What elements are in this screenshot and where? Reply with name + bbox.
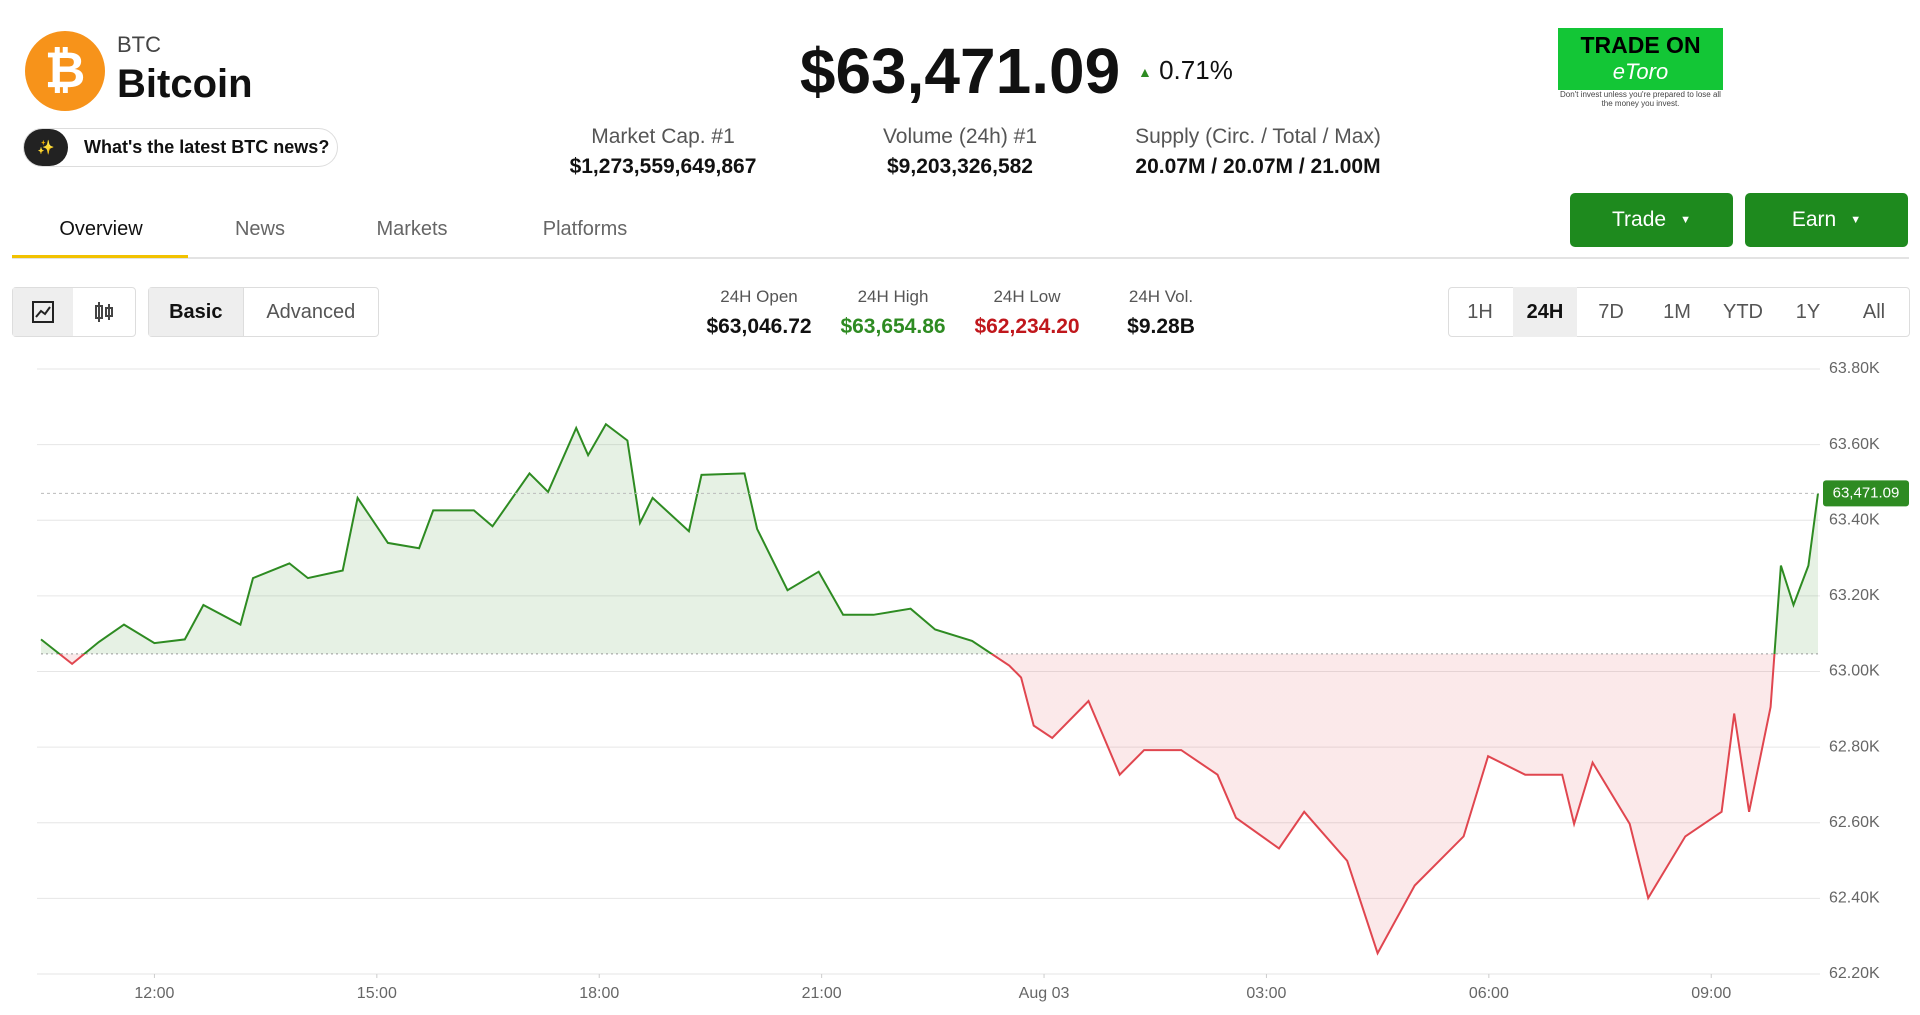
- mode[interactable]: Basic: [149, 288, 244, 336]
- stat-label: Volume (24h) #1: [882, 125, 1038, 148]
- tab-underline: [12, 255, 188, 258]
- change: ▲ 0.71%: [1138, 55, 1233, 85]
- y-tick-label: 63.20K: [1829, 587, 1880, 604]
- ad-brand: eToro: [1612, 59, 1669, 84]
- ohlc-label: 24H Open: [720, 287, 798, 306]
- ohlc-value: $63,654.86: [840, 315, 946, 338]
- news-prompt-text: What's the latest BTC news?: [84, 137, 330, 157]
- range[interactable]: 1H: [1467, 301, 1493, 323]
- y-tick-label: 62.40K: [1829, 890, 1880, 907]
- line-icon[interactable]: [13, 288, 73, 336]
- ohlc-value: $62,234.20: [974, 315, 1080, 338]
- mode-toggle: Basic Advanced: [148, 287, 379, 337]
- change-value: 0.71%: [1159, 55, 1233, 85]
- ad-title: TRADE ON: [1580, 32, 1701, 58]
- last-price-label: 63,471.09: [1833, 484, 1900, 501]
- caret: ▼: [1680, 214, 1691, 226]
- tab[interactable]: Overview: [59, 218, 143, 240]
- y-tick-label: 62.60K: [1829, 814, 1880, 831]
- ad[interactable]: TRADE ON eToro Don't invest unless you're …: [1558, 28, 1723, 108]
- range[interactable]: All: [1862, 301, 1886, 323]
- x-tick-label: 12:00: [134, 985, 174, 1002]
- stat-value: 20.07M / 20.07M / 21.00M: [1135, 155, 1381, 178]
- btc-logo: ₿: [25, 31, 105, 111]
- y-tick-label: 62.20K: [1829, 965, 1880, 982]
- range[interactable]: 24H: [1513, 287, 1577, 337]
- tab[interactable]: Markets: [376, 218, 448, 240]
- price-line: [40, 422, 1819, 956]
- ohlc-value: $63,046.72: [706, 315, 812, 338]
- y-tick-label: 63.00K: [1829, 663, 1880, 680]
- symbol: BTC: [117, 32, 161, 57]
- range-box: [1448, 287, 1910, 337]
- button-label: Trade: [1612, 208, 1667, 231]
- news-prompt[interactable]: ✨ What's the latest BTC news?: [23, 128, 338, 167]
- price: $63,471.09: [799, 35, 1121, 107]
- range[interactable]: 1Y: [1795, 301, 1821, 323]
- ohlc-value: $9.28B: [1127, 315, 1195, 338]
- stat-value: $9,203,326,582: [887, 155, 1033, 178]
- x-tick-label: 15:00: [357, 985, 397, 1002]
- y-tick-label: 63.60K: [1829, 436, 1880, 453]
- y-tick-label: 63.80K: [1829, 360, 1880, 377]
- svg-text:₿: ₿: [45, 42, 86, 98]
- mode[interactable]: Advanced: [266, 300, 356, 323]
- x-tick-label: 09:00: [1691, 985, 1731, 1002]
- x-tick-label: 21:00: [802, 985, 842, 1002]
- x-tick-label: 06:00: [1469, 985, 1509, 1002]
- candle-icon[interactable]: [73, 288, 135, 336]
- button-label: Earn: [1791, 208, 1837, 231]
- x-tick-label: 03:00: [1246, 985, 1286, 1002]
- stat-label: Market Cap. #1: [591, 125, 735, 148]
- area: [41, 424, 1818, 954]
- x-tick-label: Aug 03: [1019, 985, 1070, 1002]
- range[interactable]: YTD: [1723, 301, 1763, 323]
- ohlc-label: 24H High: [857, 287, 929, 306]
- ohlc-label: 24H Low: [993, 287, 1061, 306]
- tab[interactable]: Platforms: [542, 218, 628, 240]
- y-tick-label: 62.80K: [1829, 738, 1880, 755]
- ad-disclaimer: Don't invest unless you're prepared to l…: [1560, 90, 1721, 108]
- tab[interactable]: News: [234, 218, 286, 240]
- y-tick-label: 63.40K: [1829, 511, 1880, 528]
- ohlc-label: 24H Vol.: [1128, 287, 1194, 306]
- tab-rule: [12, 257, 1909, 259]
- range[interactable]: 1M: [1663, 301, 1691, 323]
- range[interactable]: 7D: [1598, 301, 1624, 323]
- x-tick-label: 18:00: [579, 985, 619, 1002]
- caret: ▼: [1850, 214, 1862, 226]
- button[interactable]: Trade ▼: [1570, 193, 1733, 247]
- stat-label: Supply (Circ. / Total / Max): [1135, 125, 1381, 148]
- stat-value: $1,273,559,649,867: [569, 155, 757, 178]
- coin-name: Bitcoin: [117, 62, 253, 106]
- chart-type-toggle: [12, 287, 136, 337]
- last-price-tag: [1823, 480, 1909, 507]
- button[interactable]: Earn ▼: [1745, 193, 1908, 247]
